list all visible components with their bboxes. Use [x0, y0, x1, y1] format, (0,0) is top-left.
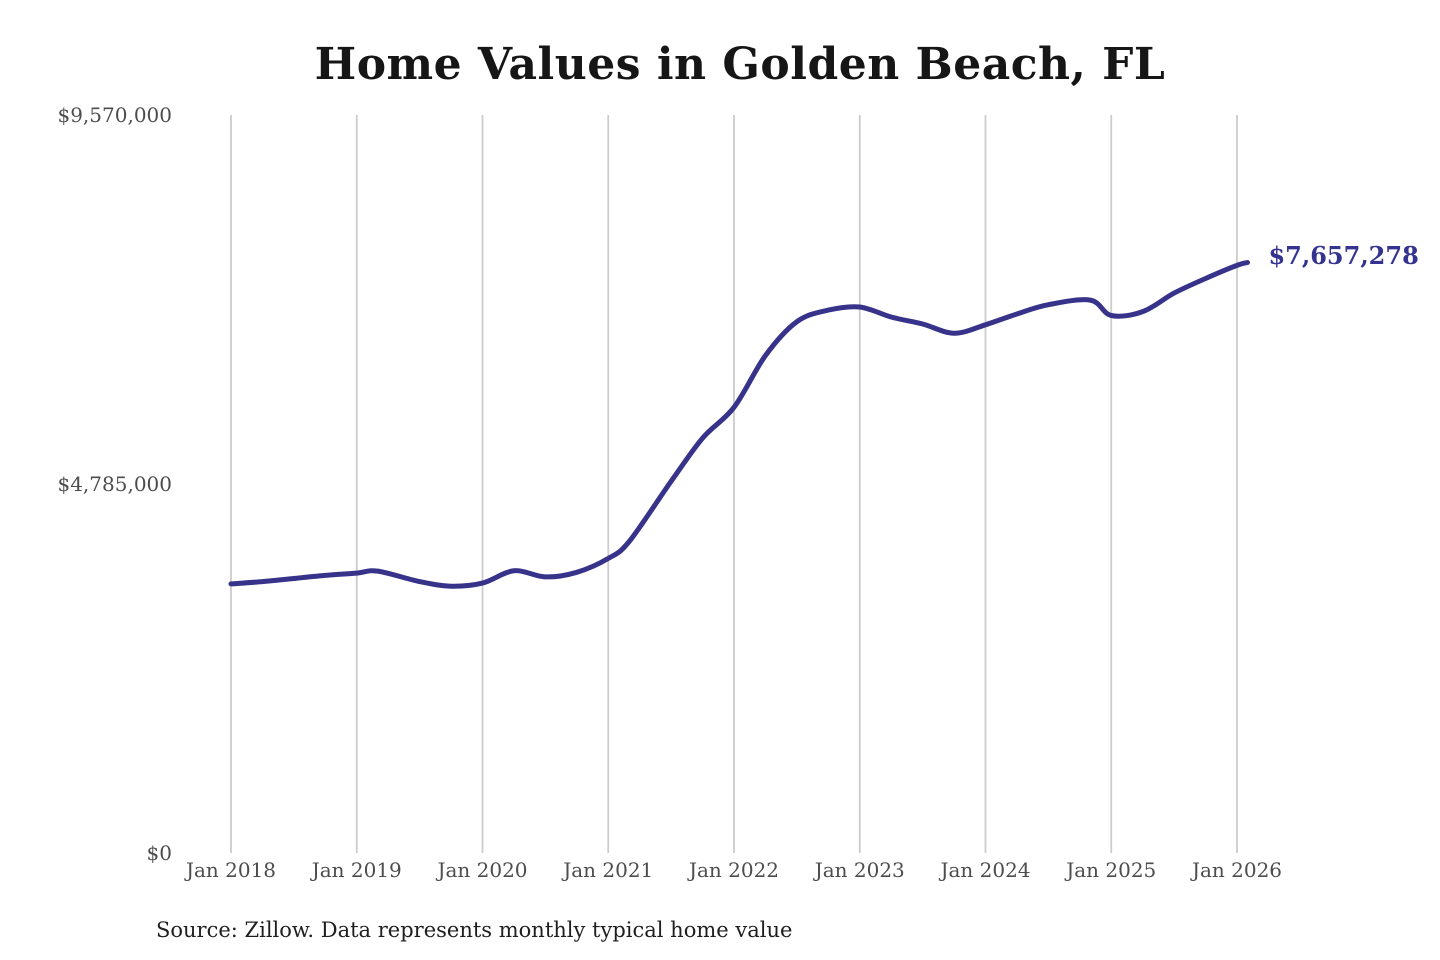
- home-value-line-series: [228, 260, 1250, 589]
- x-tick-label: Jan 2018: [185, 858, 277, 882]
- gridlines: [230, 115, 1238, 853]
- y-tick-label: $0: [146, 841, 172, 865]
- y-tick-label: $9,570,000: [57, 103, 172, 127]
- x-tick-label: Jan 2021: [563, 858, 654, 882]
- x-tick-label: Jan 2025: [1066, 858, 1157, 882]
- x-tick-label: Jan 2020: [437, 858, 528, 882]
- x-tick-label: Jan 2026: [1191, 858, 1283, 882]
- chart-title: Home Values in Golden Beach, FL: [314, 39, 1166, 90]
- x-tick-label: Jan 2022: [688, 858, 780, 882]
- x-tick-label: Jan 2023: [814, 858, 905, 882]
- final-value-label: $7,657,278: [1268, 240, 1419, 270]
- x-tick-label: Jan 2024: [940, 858, 1031, 882]
- y-tick-label: $4,785,000: [57, 472, 172, 496]
- source-note: Source: Zillow. Data represents monthly …: [156, 918, 793, 942]
- x-tick-label: Jan 2019: [311, 858, 402, 882]
